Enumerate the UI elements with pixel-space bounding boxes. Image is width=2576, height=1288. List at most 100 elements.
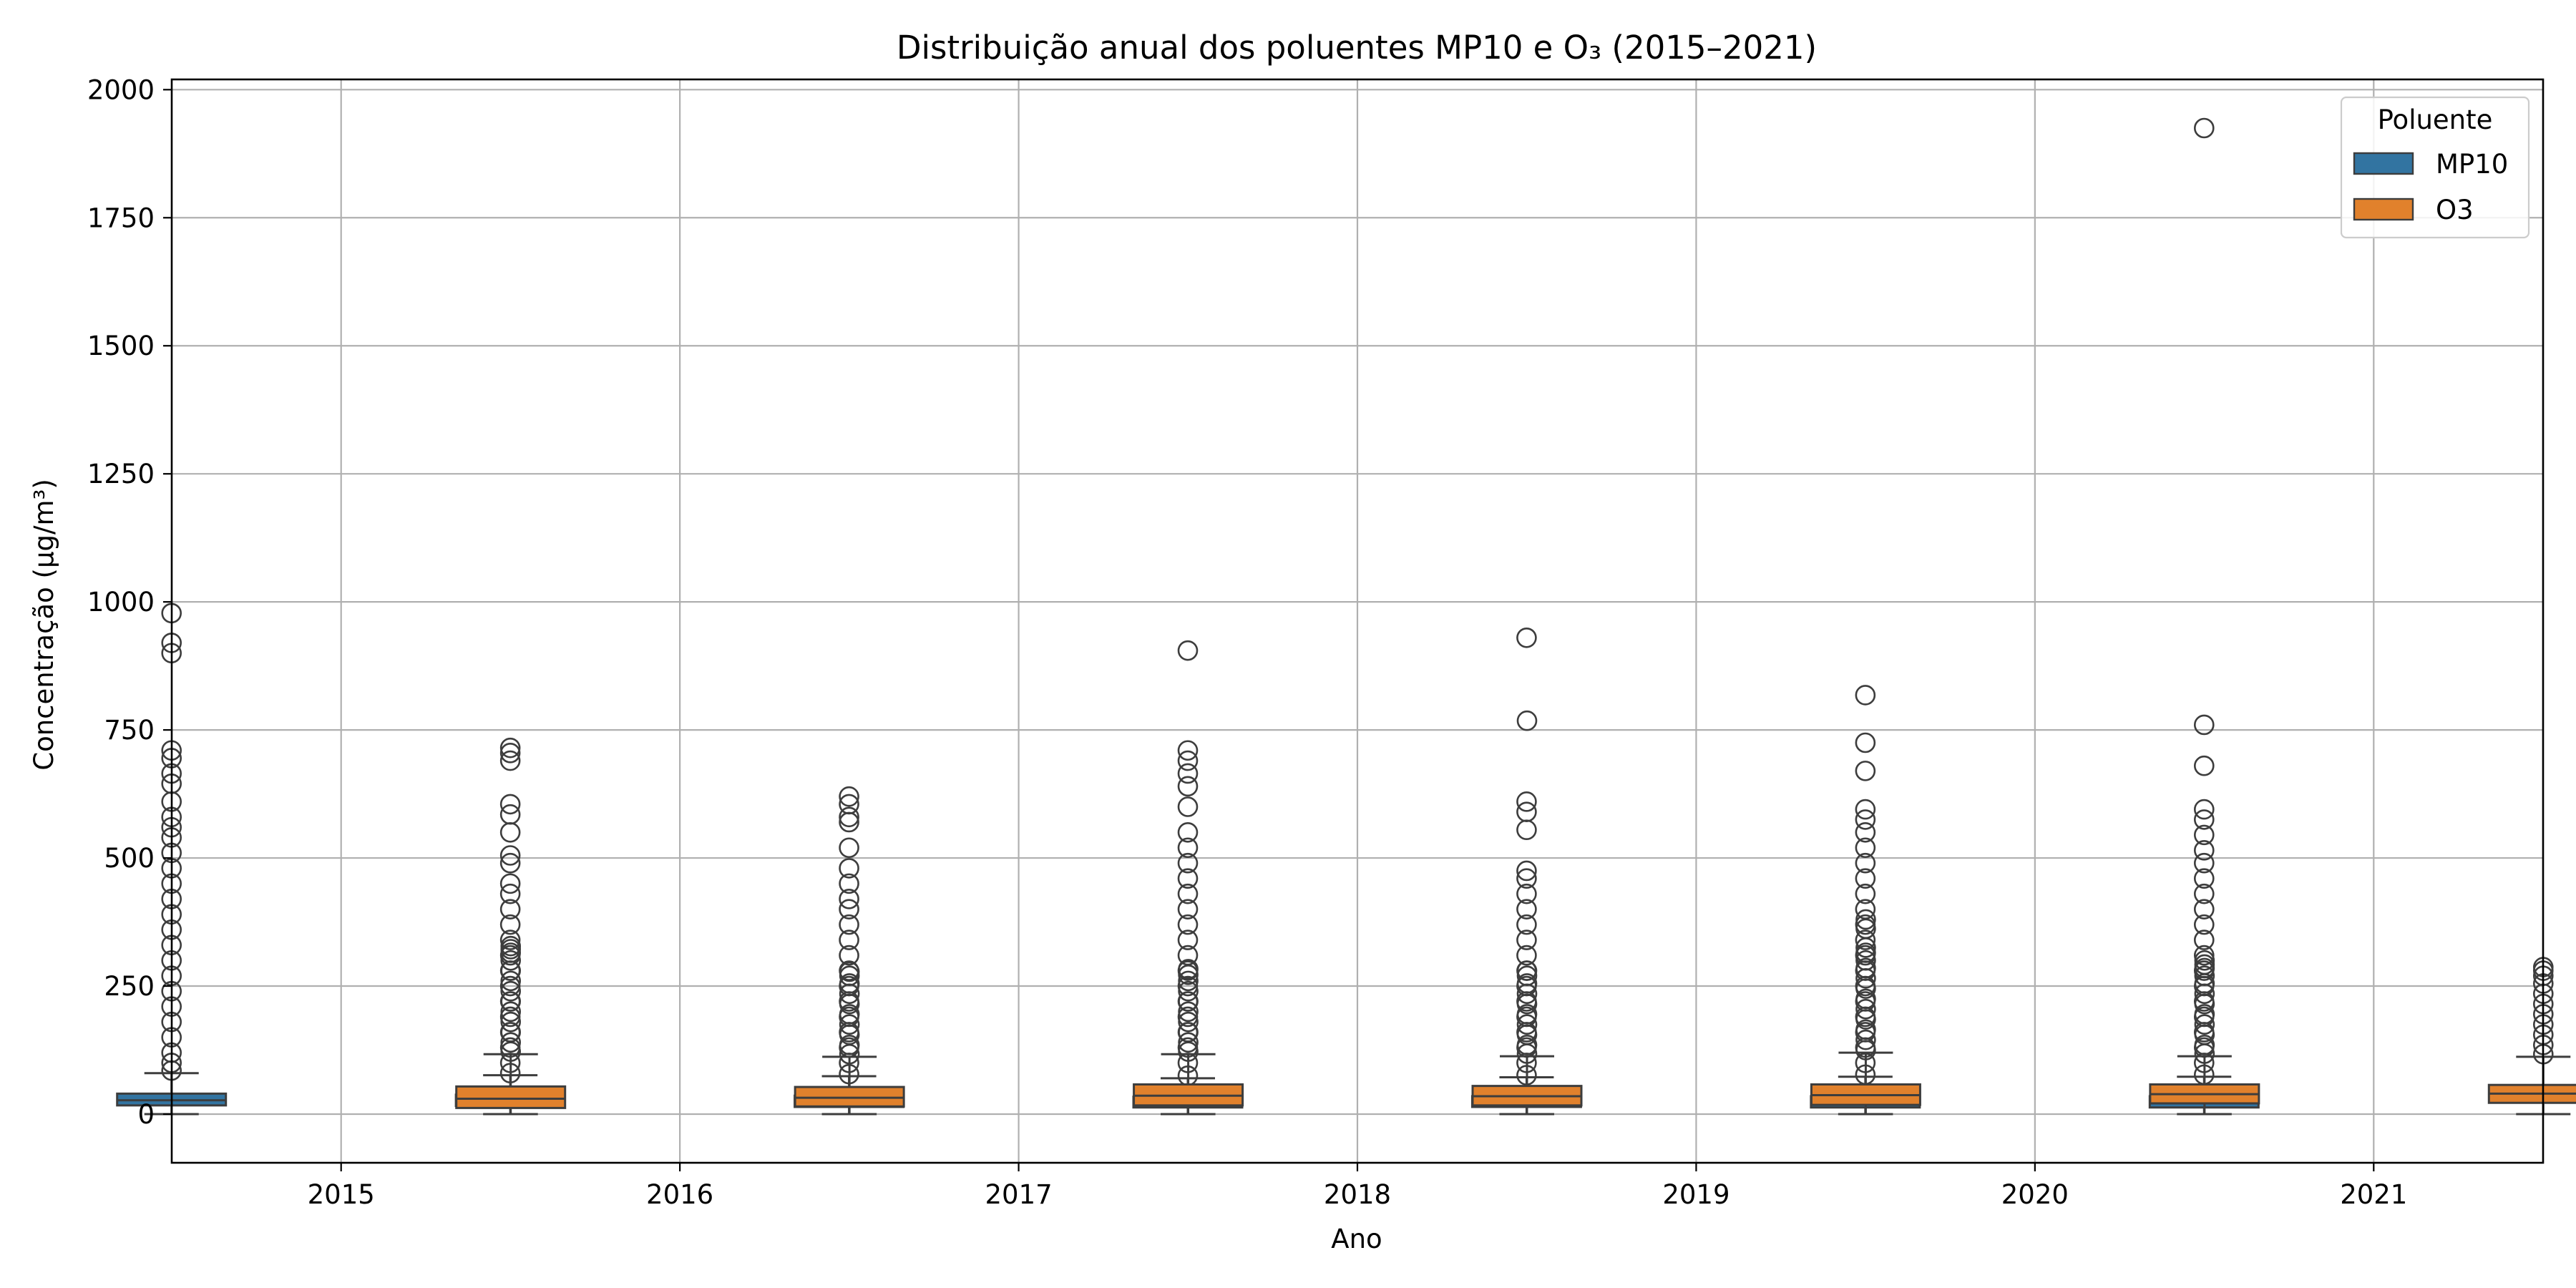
- outlier-point: [2193, 824, 2215, 846]
- outlier-point: [499, 750, 521, 771]
- outlier-point: [499, 804, 521, 825]
- x-tick-label: 2018: [1324, 1179, 1391, 1210]
- y-tick-label: 1750: [87, 203, 155, 233]
- outlier-point: [500, 1011, 522, 1033]
- y-tick-label: 1500: [87, 331, 155, 361]
- y-tick-label: 750: [104, 715, 155, 746]
- outlier-point: [1516, 1024, 1538, 1045]
- outlier-point: [1855, 998, 1876, 1020]
- outlier-point: [1516, 801, 1537, 822]
- outlier-point: [1177, 821, 1199, 843]
- outlier-point: [500, 1001, 522, 1023]
- outlier-point: [2193, 755, 2215, 776]
- outlier-point: [499, 883, 521, 904]
- outlier-point: [499, 737, 521, 758]
- outlier-point: [499, 914, 521, 935]
- outlier-point: [1178, 1022, 1199, 1043]
- y-tick-label: 2000: [87, 74, 155, 105]
- y-tick-label: 1000: [87, 587, 155, 618]
- x-tick-label: 2020: [2001, 1179, 2069, 1210]
- outlier-point: [1177, 837, 1199, 859]
- outlier-point: [1855, 761, 1876, 781]
- outlier-point: [500, 980, 522, 1002]
- outlier-point: [1516, 860, 1537, 882]
- axis-layer: 0 250 500 750 1000 1250 1500 1750 2000 2015 2016 20…: [87, 74, 2545, 1210]
- outlier-point: [1177, 883, 1199, 904]
- outlier-point: [1855, 1019, 1876, 1040]
- outlier-point: [1855, 909, 1876, 930]
- outlier-point: [839, 914, 859, 935]
- outlier-point: [839, 973, 860, 994]
- outlier-point: [2194, 1024, 2215, 1045]
- outlier-point: [2193, 883, 2215, 904]
- outlier-point: [1516, 1035, 1538, 1055]
- outlier-point: [2193, 714, 2215, 736]
- outlier-point: [1855, 685, 1876, 706]
- outlier-point: [1177, 776, 1199, 797]
- outlier-point: [839, 993, 860, 1015]
- outlier-point: [839, 1035, 860, 1055]
- outlier-point: [1177, 1006, 1199, 1028]
- outlier-point: [500, 935, 522, 957]
- outlier-point: [2193, 868, 2215, 889]
- x-tick-label: 2017: [985, 1179, 1052, 1210]
- outlier-point: [2194, 1035, 2215, 1055]
- outlier-point: [1178, 991, 1199, 1012]
- outlier-point: [2193, 930, 2215, 950]
- outlier-point: [1516, 791, 1537, 812]
- outlier-point: [1177, 852, 1199, 874]
- outlier-point: [1516, 945, 1537, 966]
- outlier-point: [2193, 852, 2215, 874]
- outlier-point: [1178, 959, 1199, 980]
- outlier-point: [1516, 960, 1538, 981]
- outlier-point: [1855, 852, 1876, 874]
- outlier-point: [1516, 883, 1537, 904]
- outlier-point: [1855, 837, 1876, 859]
- outlier-point: [1516, 973, 1538, 994]
- outlier-point: [500, 970, 522, 992]
- outlier-point: [1855, 988, 1876, 1010]
- outlier-point: [839, 899, 859, 919]
- outlier-point: [2193, 914, 2215, 935]
- outlier-point: [2194, 1014, 2215, 1035]
- outlier-point: [1177, 796, 1199, 817]
- outlier-point: [499, 899, 521, 919]
- outlier-point: [839, 873, 859, 894]
- legend-swatch-o3: [2353, 197, 2414, 221]
- outlier-point: [499, 852, 521, 874]
- x-tick-label: 2016: [646, 1179, 713, 1210]
- x-tick-label: 2019: [1662, 1179, 1729, 1210]
- outlier-point: [499, 743, 521, 763]
- box-layer: [116, 117, 2576, 1116]
- outlier-point: [1177, 899, 1199, 919]
- outlier-point: [2194, 950, 2215, 971]
- outlier-point: [1177, 930, 1199, 950]
- outlier-point: [2193, 840, 2215, 861]
- outlier-point: [2194, 1004, 2215, 1025]
- x-tick-label: 2021: [2340, 1179, 2407, 1210]
- outlier-point: [2193, 117, 2215, 139]
- outlier-point: [1177, 750, 1199, 771]
- x-tick-label: 2015: [308, 1179, 375, 1210]
- plot-frame: [170, 78, 2545, 1164]
- outlier-point: [839, 1024, 860, 1045]
- outlier-point: [1855, 732, 1876, 753]
- outlier-point: [499, 975, 521, 997]
- outlier-point: [1516, 1014, 1538, 1035]
- outlier-point: [2194, 993, 2215, 1015]
- outlier-point: [1855, 799, 1876, 820]
- outlier-point: [2193, 809, 2215, 830]
- outlier-point: [1855, 918, 1876, 940]
- outlier-point: [1516, 1004, 1538, 1025]
- outlier-point: [1855, 950, 1876, 971]
- x-axis-label: Ano: [1331, 1224, 1382, 1254]
- outlier-point: [1178, 1032, 1199, 1053]
- outlier-point: [500, 1032, 522, 1053]
- legend-swatch-mp10: [2353, 152, 2414, 175]
- outlier-point: [2193, 899, 2215, 919]
- outlier-point: [1178, 980, 1199, 1002]
- outlier-point: [500, 950, 522, 971]
- outlier-point: [1516, 930, 1537, 950]
